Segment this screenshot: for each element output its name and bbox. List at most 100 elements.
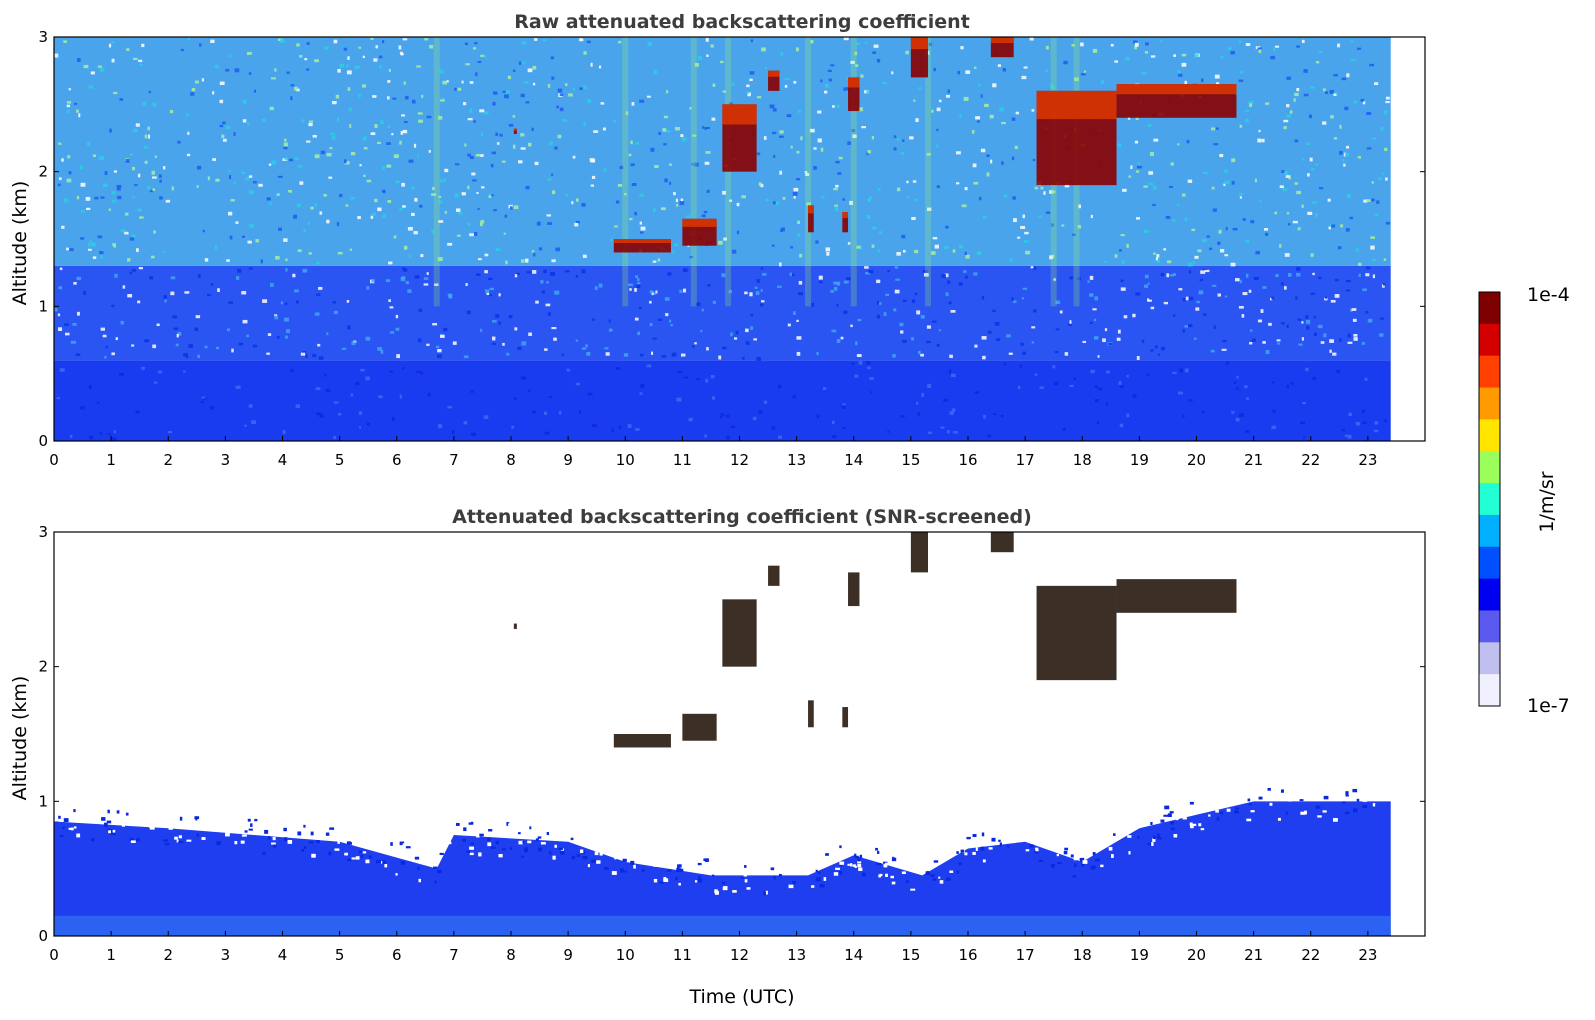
noise-speckle (896, 138, 900, 142)
noise-speckle (97, 401, 100, 404)
noise-speckle (1382, 172, 1385, 175)
noise-speckle (731, 82, 735, 87)
noise-speckle (528, 332, 532, 336)
edge-speckle (1081, 863, 1085, 867)
noise-speckle (1178, 288, 1183, 291)
edge-speckle (384, 863, 388, 868)
edge-speckle (490, 846, 496, 849)
noise-speckle (1188, 296, 1194, 301)
noise-speckle (1009, 258, 1013, 263)
noise-speckle (900, 330, 904, 334)
noise-speckle (1245, 273, 1249, 278)
noise-speckle (144, 339, 150, 343)
edge-speckle (1082, 846, 1087, 850)
edge-speckle (594, 851, 599, 856)
edge-speckle (1157, 833, 1160, 838)
edge-speckle (225, 832, 230, 837)
edge-speckle (524, 847, 529, 851)
noise-speckle (779, 170, 783, 175)
noise-speckle (1286, 76, 1292, 80)
noise-speckle (417, 338, 422, 343)
noise-speckle (153, 230, 156, 234)
noise-speckle (856, 245, 862, 249)
edge-speckle (603, 867, 609, 870)
noise-speckle (1271, 425, 1277, 430)
noise-speckle (89, 240, 92, 243)
edge-speckle (964, 852, 968, 856)
noise-speckle (1364, 377, 1368, 381)
noise-speckle (238, 342, 244, 346)
noise-speckle (1289, 110, 1293, 114)
noise-speckle (1383, 419, 1387, 422)
noise-speckle (119, 98, 124, 101)
noise-speckle (750, 326, 753, 331)
edge-speckle (862, 872, 866, 877)
noise-speckle (704, 127, 707, 130)
noise-speckle (1069, 384, 1074, 388)
noise-speckle (1100, 80, 1105, 84)
noise-speckle (911, 216, 916, 221)
noise-speckle (373, 58, 378, 62)
noise-speckle (391, 417, 395, 421)
noise-speckle (483, 415, 489, 419)
edge-speckle (1007, 845, 1010, 848)
edge-speckle (376, 859, 382, 864)
cloud-feature-core (768, 70, 780, 77)
edge-speckle (951, 847, 954, 851)
edge-speckle (972, 834, 977, 838)
noise-speckle (1193, 337, 1197, 340)
edge-speckle (325, 832, 330, 836)
noise-speckle (787, 323, 791, 327)
noise-speckle (99, 67, 105, 72)
noise-speckle (372, 95, 377, 98)
screened-cloud-feature (808, 700, 814, 728)
noise-speckle (953, 431, 958, 434)
noise-speckle (1310, 292, 1316, 295)
noise-speckle (936, 128, 939, 132)
noise-speckle (791, 273, 795, 277)
noise-speckle (566, 368, 570, 372)
edge-speckle (1160, 819, 1165, 823)
noise-speckle (1329, 89, 1335, 94)
noise-speckle (1301, 337, 1304, 341)
noise-speckle (742, 356, 745, 360)
noise-speckle (704, 161, 710, 165)
noise-speckle (66, 247, 69, 251)
edge-speckle (1258, 796, 1263, 800)
noise-speckle (1025, 250, 1030, 255)
noise-speckle (458, 212, 463, 215)
noise-speckle (1365, 311, 1369, 314)
noise-speckle (219, 99, 224, 104)
edge-speckle (1190, 824, 1194, 829)
x-tick-label: 17 (1016, 946, 1035, 964)
noise-speckle (442, 80, 448, 85)
edge-speckle (250, 823, 253, 827)
noise-speckle (755, 291, 760, 296)
edge-speckle (852, 864, 856, 867)
edge-speckle (488, 829, 493, 832)
noise-speckle (54, 53, 59, 58)
noise-speckle (1023, 240, 1029, 243)
noise-speckle (608, 328, 613, 332)
noise-speckle (1382, 284, 1385, 288)
screened-panel-title: Attenuated backscattering coefficient (S… (452, 506, 1032, 528)
noise-speckle (1369, 63, 1374, 67)
noise-speckle (138, 63, 143, 66)
noise-speckle (730, 425, 736, 428)
noise-speckle (948, 369, 952, 374)
noise-speckle (692, 134, 697, 137)
noise-speckle (603, 168, 606, 173)
noise-speckle (651, 351, 654, 355)
edge-speckle (883, 864, 888, 868)
edge-speckle (1362, 798, 1368, 802)
noise-speckle (989, 114, 994, 119)
noise-speckle (952, 249, 956, 253)
noise-speckle (225, 68, 230, 72)
noise-speckle (852, 134, 857, 139)
edge-speckle (1152, 838, 1156, 842)
noise-speckle (300, 352, 306, 356)
noise-speckle (824, 90, 828, 94)
noise-speckle (480, 220, 485, 224)
noise-speckle (721, 273, 726, 278)
